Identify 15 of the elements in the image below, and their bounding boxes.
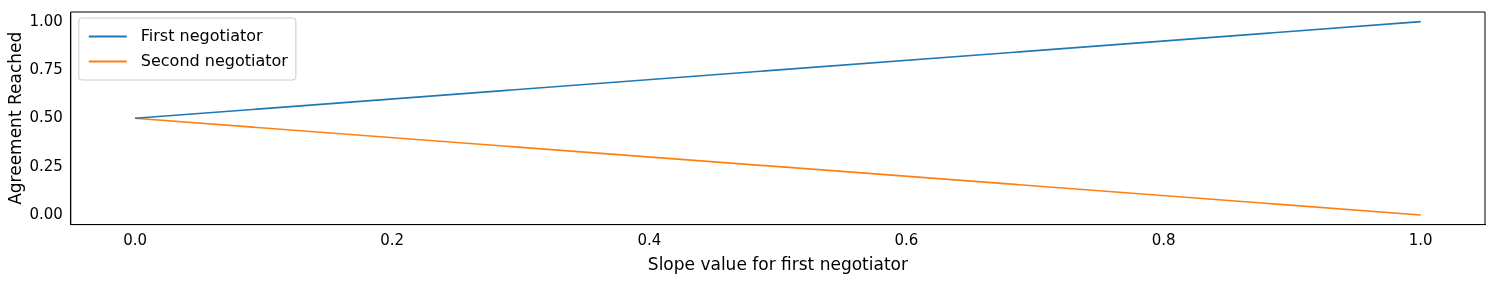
x-tick-label: 0.2 [380, 231, 405, 250]
x-axis-title: Slope value for first negotiator [647, 254, 908, 275]
y-tick-label: 0.00 [29, 204, 63, 223]
x-tick-label: 0.4 [637, 231, 662, 250]
x-tick-label: 0.0 [123, 231, 148, 250]
x-tick-label: 0.8 [1151, 231, 1176, 250]
legend-label: Second negotiator [140, 50, 289, 70]
legend-label: First negotiator [140, 25, 264, 45]
y-tick-label: 0.50 [29, 108, 63, 127]
y-tick-label: 1.00 [29, 11, 63, 30]
x-tick-label: 0.6 [894, 231, 919, 250]
x-tick-label: 1.0 [1408, 231, 1433, 250]
y-axis-title: Agreement Reached [4, 31, 25, 205]
y-tick-label: 0.75 [29, 59, 63, 78]
y-tick-label: 0.25 [29, 156, 63, 175]
